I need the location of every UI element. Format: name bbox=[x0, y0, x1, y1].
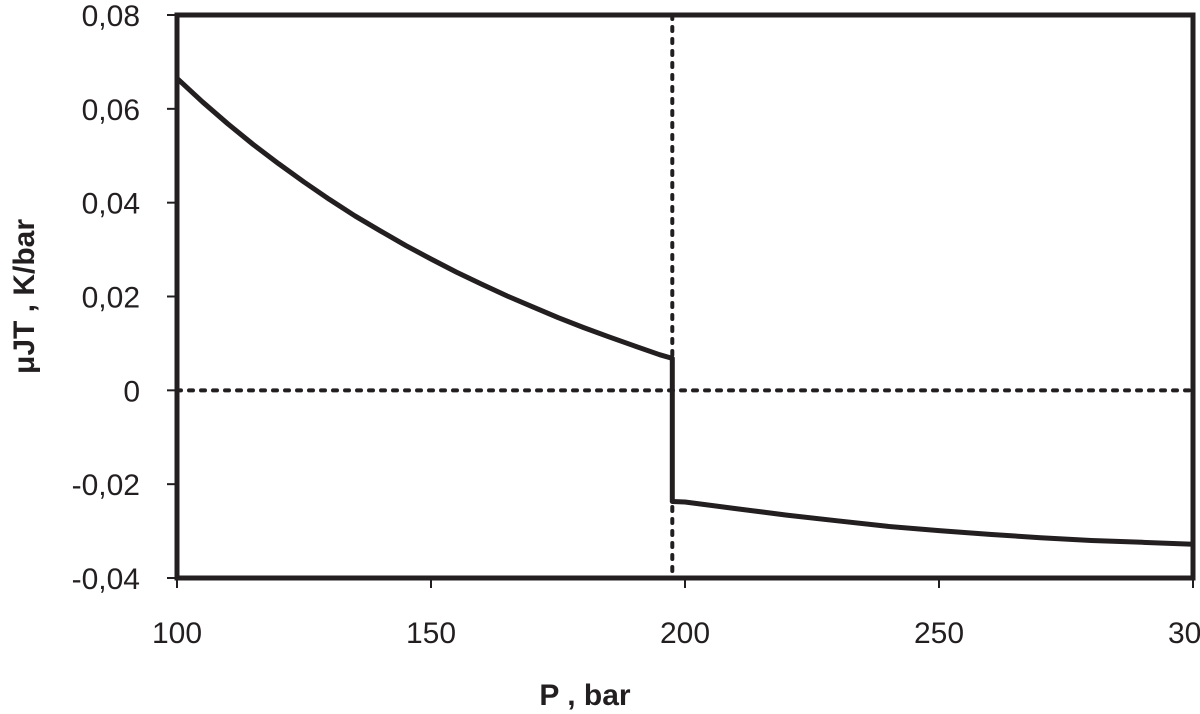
plot-frame bbox=[174, 12, 1196, 581]
x-tick-label: 250 bbox=[914, 617, 964, 650]
y-tick-label: -0,04 bbox=[72, 563, 140, 596]
x-axis-tick-labels: 100 150 200 250 300 bbox=[152, 617, 1200, 650]
y-tick-label: 0,08 bbox=[82, 0, 140, 33]
reference-lines bbox=[175, 13, 1195, 580]
y-tick-label: 0,04 bbox=[82, 188, 140, 221]
x-axis-title: P , bar bbox=[539, 679, 630, 712]
x-tick-label: 300 bbox=[1168, 617, 1200, 650]
y-axis-tick-labels: -0,04 -0,02 0 0,02 0,04 0,06 0,08 bbox=[72, 0, 140, 596]
y-axis-title: μJT , K/bar bbox=[8, 219, 41, 374]
x-tick-label: 150 bbox=[406, 617, 456, 650]
axis-ticks bbox=[167, 14, 1194, 588]
series-layer bbox=[175, 76, 1194, 547]
y-tick-label: -0,02 bbox=[72, 469, 140, 502]
y-tick-label: 0,06 bbox=[82, 94, 140, 127]
y-tick-label: 0,02 bbox=[82, 282, 140, 315]
series-line-1 bbox=[175, 76, 1194, 547]
x-tick-label: 100 bbox=[152, 617, 202, 650]
x-tick-label: 200 bbox=[660, 617, 710, 650]
y-tick-label: 0 bbox=[123, 375, 140, 408]
